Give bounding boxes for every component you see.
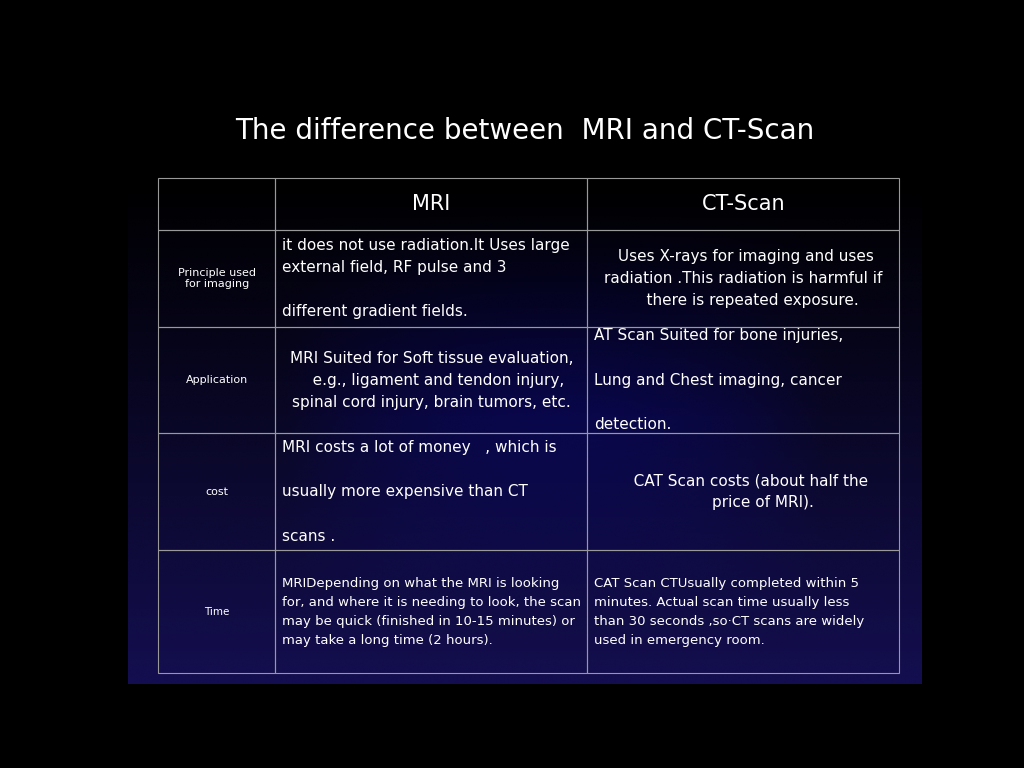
Bar xyxy=(588,178,899,230)
Text: The difference between  MRI and CT-Scan: The difference between MRI and CT-Scan xyxy=(236,118,814,145)
Bar xyxy=(158,327,275,433)
Text: MRIDepending on what the MRI is looking
for, and where it is needing to look, th: MRIDepending on what the MRI is looking … xyxy=(282,577,581,647)
Text: CAT Scan costs (about half the
        price of MRI).: CAT Scan costs (about half the price of … xyxy=(618,473,868,510)
Text: Application: Application xyxy=(185,376,248,386)
Text: Uses X-rays for imaging and uses
radiation .This radiation is harmful if
    the: Uses X-rays for imaging and uses radiati… xyxy=(604,249,883,308)
Bar xyxy=(158,230,275,327)
Text: cost: cost xyxy=(205,487,228,497)
Bar xyxy=(275,178,588,230)
Text: MRI costs a lot of money   , which is

usually more expensive than CT

scans .: MRI costs a lot of money , which is usua… xyxy=(282,440,556,544)
Text: Principle used
for imaging: Principle used for imaging xyxy=(178,268,256,290)
Text: MRI: MRI xyxy=(413,194,451,214)
Bar xyxy=(275,327,588,433)
Bar xyxy=(158,433,275,550)
Bar xyxy=(275,550,588,673)
Text: Time: Time xyxy=(204,607,229,617)
Bar xyxy=(588,230,899,327)
Bar xyxy=(588,550,899,673)
Text: CAT Scan CTUsually completed within 5
minutes. Actual scan time usually less
tha: CAT Scan CTUsually completed within 5 mi… xyxy=(594,577,864,647)
Bar xyxy=(158,178,275,230)
Bar xyxy=(588,433,899,550)
Text: AT Scan Suited for bone injuries,

Lung and Chest imaging, cancer

detection.: AT Scan Suited for bone injuries, Lung a… xyxy=(594,329,843,432)
Text: it does not use radiation.It Uses large
external field, RF pulse and 3

differen: it does not use radiation.It Uses large … xyxy=(282,238,569,319)
Bar xyxy=(588,327,899,433)
Bar xyxy=(275,433,588,550)
Bar xyxy=(275,230,588,327)
Bar xyxy=(158,550,275,673)
Text: CT-Scan: CT-Scan xyxy=(701,194,785,214)
Text: MRI Suited for Soft tissue evaluation,
   e.g., ligament and tendon injury,
spin: MRI Suited for Soft tissue evaluation, e… xyxy=(290,350,573,410)
